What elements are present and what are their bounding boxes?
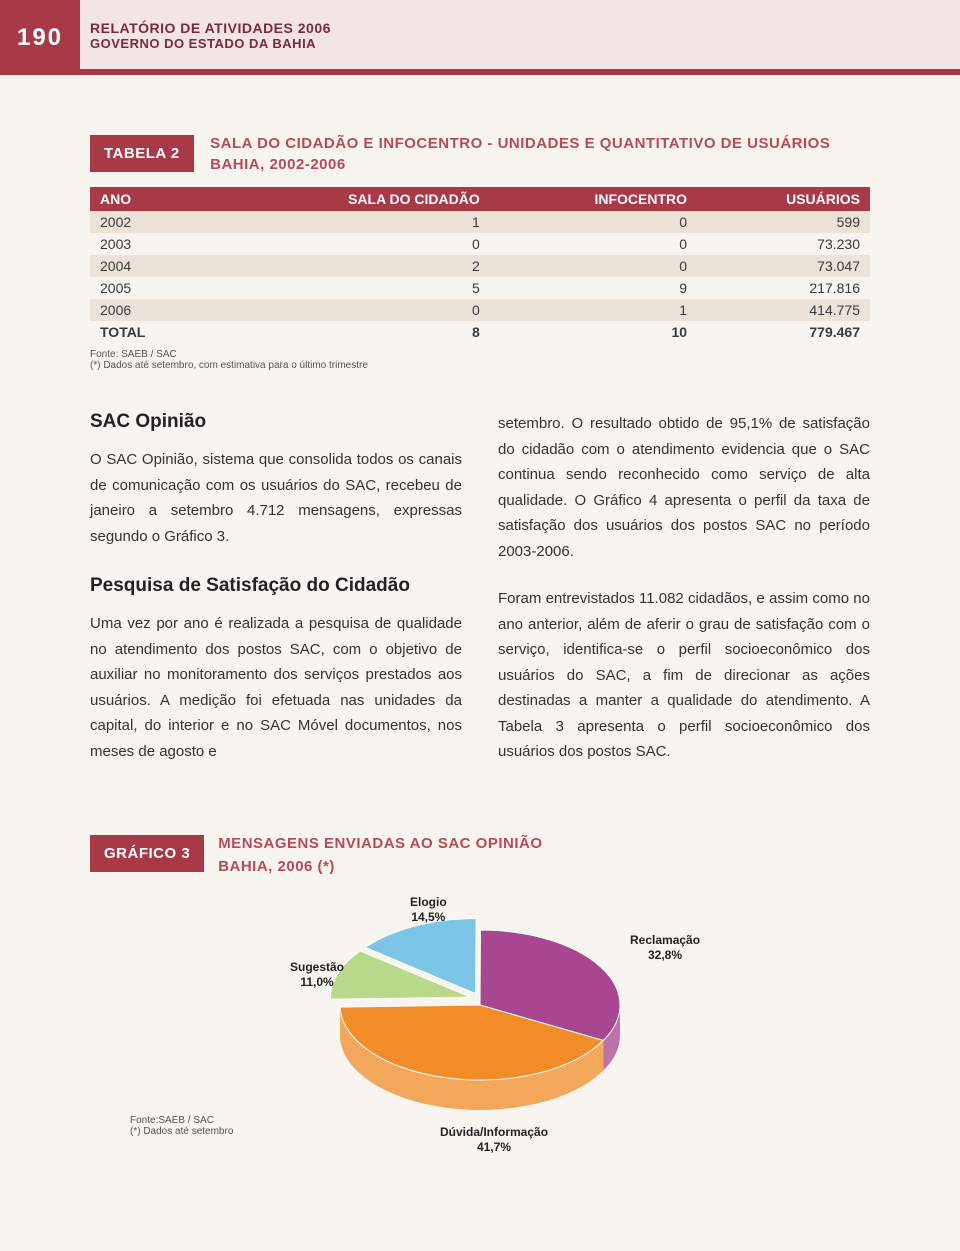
label-sugestao: Sugestão11,0% bbox=[290, 960, 344, 991]
para-4: Foram entrevistados 11.082 cidadãos, e a… bbox=[498, 586, 870, 765]
page-body: TABELA 2 SALA DO CIDADÃO E INFOCENTRO - … bbox=[0, 75, 960, 1225]
page-header: 190 RELATÓRIO DE ATIVIDADES 2006 GOVERNO… bbox=[0, 0, 960, 75]
table-row: 200601414.775 bbox=[90, 299, 870, 321]
table-title-l1: SALA DO CIDADÃO E INFOCENTRO - UNIDADES … bbox=[210, 135, 830, 152]
header-title-block: RELATÓRIO DE ATIVIDADES 2006 GOVERNO DO … bbox=[90, 20, 331, 51]
table-row: 20030073.230 bbox=[90, 233, 870, 255]
col-right: setembro. O resultado obtido de 95,1% de… bbox=[498, 411, 870, 765]
table-row: 200210599 bbox=[90, 211, 870, 233]
col-left: SAC Opinião O SAC Opinião, sistema que c… bbox=[90, 411, 462, 765]
header-stripe bbox=[0, 69, 960, 75]
para-1: O SAC Opinião, sistema que consolida tod… bbox=[90, 447, 462, 549]
table-footnote: Fonte: SAEB / SAC (*) Dados até setembro… bbox=[90, 349, 870, 371]
table-title: SALA DO CIDADÃO E INFOCENTRO - UNIDADES … bbox=[210, 135, 830, 173]
col-ano: ANO bbox=[90, 187, 210, 211]
chart-footnote: Fonte:SAEB / SAC (*) Dados até setembro bbox=[130, 1115, 233, 1137]
header-title-1: RELATÓRIO DE ATIVIDADES 2006 bbox=[90, 20, 331, 36]
chart-tag: GRÁFICO 3 bbox=[90, 835, 204, 872]
chart-title: MENSAGENS ENVIADAS AO SAC OPINIÃO BAHIA,… bbox=[218, 835, 542, 875]
table-title-l2: BAHIA, 2002-2006 bbox=[210, 156, 830, 173]
para-2: Uma vez por ano é realizada a pesquisa d… bbox=[90, 611, 462, 764]
text-columns: SAC Opinião O SAC Opinião, sistema que c… bbox=[90, 411, 870, 765]
label-duvida: Dúvida/Informação41,7% bbox=[440, 1125, 548, 1156]
table-row: TOTAL810779.467 bbox=[90, 321, 870, 343]
table-tag: TABELA 2 bbox=[90, 135, 194, 172]
page-number: 190 bbox=[17, 24, 63, 52]
pie-chart bbox=[330, 905, 630, 1135]
table-block: TABELA 2 SALA DO CIDADÃO E INFOCENTRO - … bbox=[90, 135, 870, 371]
pie-chart-area: Elogio14,5% Reclamação32,8% Dúvida/Infor… bbox=[130, 905, 830, 1185]
para-3: setembro. O resultado obtido de 95,1% de… bbox=[498, 411, 870, 564]
page-number-box: 190 bbox=[0, 0, 80, 75]
col-sala: SALA DO CIDADÃO bbox=[210, 187, 489, 211]
label-reclamacao: Reclamação32,8% bbox=[630, 933, 700, 964]
data-table: ANO SALA DO CIDADÃO INFOCENTRO USUÁRIOS … bbox=[90, 187, 870, 343]
table-row: 20042073.047 bbox=[90, 255, 870, 277]
header-title-2: GOVERNO DO ESTADO DA BAHIA bbox=[90, 36, 331, 51]
col-usuarios: USUÁRIOS bbox=[697, 187, 870, 211]
chart-title-l1: MENSAGENS ENVIADAS AO SAC OPINIÃO bbox=[218, 835, 542, 852]
table-row: 200559217.816 bbox=[90, 277, 870, 299]
heading-pesquisa: Pesquisa de Satisfação do Cidadão bbox=[90, 575, 462, 597]
chart-block: GRÁFICO 3 MENSAGENS ENVIADAS AO SAC OPIN… bbox=[90, 835, 870, 875]
label-elogio: Elogio14,5% bbox=[410, 895, 447, 926]
heading-sac-opiniao: SAC Opinião bbox=[90, 411, 462, 433]
col-info: INFOCENTRO bbox=[490, 187, 697, 211]
chart-title-l2: BAHIA, 2006 (*) bbox=[218, 858, 542, 875]
